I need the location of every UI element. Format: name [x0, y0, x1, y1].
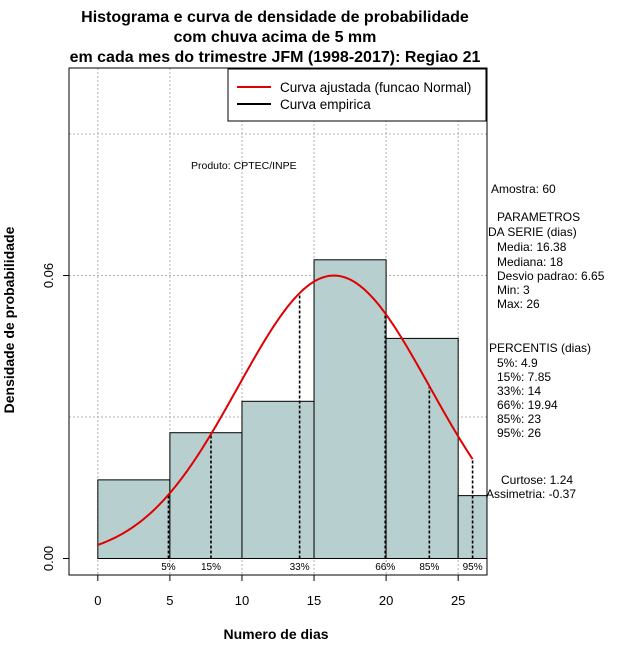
histogram-bars	[97, 259, 488, 559]
x-tick-label-0: 0	[94, 593, 101, 608]
histogram-bar-1	[169, 432, 243, 559]
x-tick-label-4: 20	[379, 593, 393, 608]
percentile-label-4: 85%	[419, 562, 439, 573]
y-tick-label-1: 0.06	[41, 263, 56, 288]
stat-p85: 85%: 23	[497, 412, 541, 426]
stat-params-title-1: PARAMETROS	[497, 210, 580, 224]
x-tick-label-1: 5	[166, 593, 173, 608]
stat-media: Media: 16.38	[497, 240, 567, 254]
x-tick-label-5: 25	[451, 593, 465, 608]
stat-mediana: Mediana: 18	[497, 255, 563, 269]
legend-label-normal: Curva ajustada (funcao Normal)	[280, 80, 471, 95]
stat-params-title-2: DA SERIE (dias)	[488, 225, 577, 239]
stat-desvio: Desvio padrao: 6.65	[497, 269, 605, 283]
y-axis-title: Densidade de probabilidade	[1, 226, 17, 413]
legend-label-empirical: Curva empirica	[280, 97, 371, 112]
stat-assimetria: Assimetria: -0.37	[486, 487, 576, 501]
legend: Curva ajustada (funcao Normal) Curva emp…	[227, 68, 487, 122]
percentile-label-1: 15%	[201, 562, 221, 573]
percentile-lines	[167, 293, 474, 559]
y-axis: 0.00 0.06	[41, 263, 69, 571]
x-tick-label-2: 10	[235, 593, 249, 608]
stats-panel: Amostra: 60 PARAMETROS DA SERIE (dias) M…	[486, 182, 605, 501]
stat-p15: 15%: 7.85	[497, 370, 551, 384]
stat-p66: 66%: 19.94	[497, 398, 558, 412]
chart-title-line-2: com chuva acima de 5 mm	[174, 29, 377, 46]
legend-box	[227, 68, 487, 122]
normal-fit-curve	[97, 274, 474, 546]
stat-min: Min: 3	[497, 283, 530, 297]
histogram-bar-2	[241, 400, 315, 559]
stat-p33: 33%: 14	[497, 384, 541, 398]
product-annotation: Produto: CPTEC/INPE	[191, 160, 297, 172]
chart-title-line-1: Histograma e curva de densidade de proba…	[81, 9, 469, 26]
x-axis-title: Numero de dias	[223, 626, 328, 642]
percentile-label-5: 95%	[463, 562, 483, 573]
stat-curtose: Curtose: 1.24	[501, 473, 573, 487]
percentile-label-0: 5%	[161, 562, 176, 573]
percentile-label-3: 66%	[375, 562, 395, 573]
y-tick-label-0: 0.00	[41, 546, 56, 571]
stat-max: Max: 26	[497, 297, 540, 311]
percentile-labels: 5% 15% 33% 66% 85% 95%	[161, 562, 482, 573]
x-tick-label-3: 15	[307, 593, 321, 608]
chart-title-line-3: em cada mes do trimestre JFM (1998-2017)…	[70, 49, 481, 66]
x-axis: 0 5 10 15 20 25	[94, 575, 465, 608]
stat-p95: 95%: 26	[497, 426, 541, 440]
histogram-bar-0	[97, 479, 171, 559]
stat-amostra: Amostra: 60	[491, 182, 556, 196]
stat-p5: 5%: 4.9	[497, 356, 538, 370]
percentile-label-2: 33%	[290, 562, 310, 573]
stat-percentis-title: PERCENTIS (dias)	[489, 341, 591, 355]
histogram-bar-3	[313, 259, 387, 559]
plot-frame	[68, 67, 488, 576]
